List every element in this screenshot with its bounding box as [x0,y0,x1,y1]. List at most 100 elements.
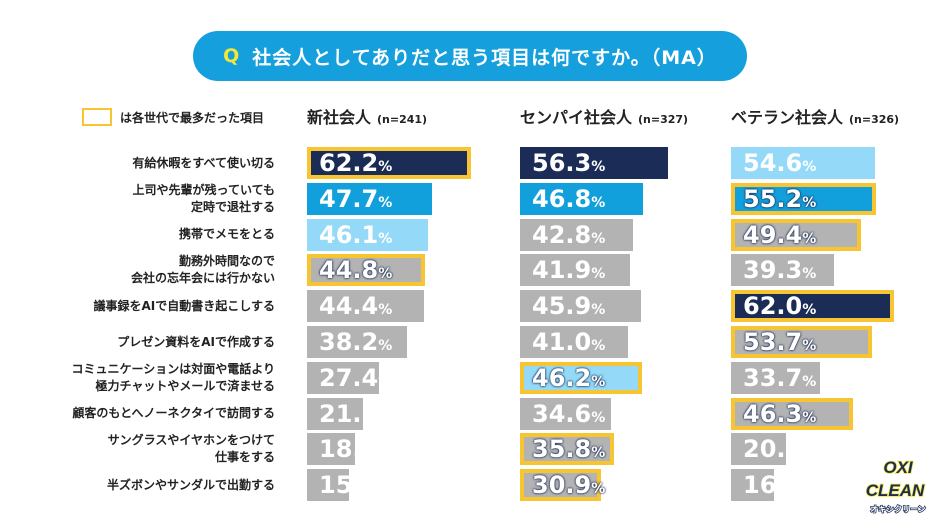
percent-sign: % [802,302,817,319]
percent-sign: % [591,194,606,211]
value-number: 55.2 [743,184,803,213]
value-label: 20.9% [743,433,816,465]
bar-senpai [520,254,631,287]
value-label: 41.9% [532,254,605,286]
value-number: 15.8 [319,471,379,500]
bar-new [307,254,425,287]
value-number: 18.3 [319,435,379,464]
value-label: 46.3% [743,398,816,430]
value-label: 49.4% [743,219,816,251]
percent-sign: % [802,230,817,247]
bar-senpai [520,290,641,323]
percent-sign: % [802,266,817,283]
column-header-new: 新社会人 (n=241) [307,104,427,128]
value-label: 39.3% [743,254,816,286]
value-label: 38.2% [319,326,392,358]
percent-sign: % [378,445,393,462]
value-number: 62.2 [319,149,379,177]
bar-veteran [731,254,835,287]
percent-sign: % [591,338,606,354]
bar-senpai [520,433,615,466]
percent-sign: % [378,266,393,283]
percent-sign: % [802,159,817,175]
bar-veteran [731,326,873,358]
percent-sign: % [591,302,606,319]
legend-highlight-swatch [82,108,112,126]
series-name: 新社会人 [307,108,372,127]
percent-sign: % [802,445,817,462]
value-number: 62.0 [743,292,803,321]
category-label: 上司や先輩が残っていても 定時で退社する [132,182,275,214]
value-label: 27.4% [319,362,392,394]
legend: は各世代で最多だった項目 [82,108,264,126]
value-number: 45.9 [532,292,592,321]
value-label: 46.2% [532,362,605,394]
bar-senpai [520,218,633,251]
value-label: 45.9% [532,290,605,322]
value-number: 46.2 [532,363,592,392]
value-label: 21.2% [319,398,392,430]
value-number: 20.9 [743,435,803,464]
percent-sign: % [802,338,817,354]
percent-sign: % [378,338,393,354]
percent-sign: % [802,481,817,498]
bar-senpai [520,397,611,430]
bar-senpai [520,147,669,179]
value-label: 46.8% [532,183,605,215]
bar-senpai [520,182,644,215]
value-number: 44.8 [319,256,379,285]
percent-sign: % [591,230,606,247]
category-label: 携帯でメモをとる [178,227,275,242]
value-number: 34.6 [532,399,592,428]
bar-senpai [520,361,642,394]
value-label: 44.8% [319,254,392,286]
value-number: 56.3 [532,149,592,177]
question-mark: Q [223,45,241,67]
value-number: 46.3 [743,399,803,428]
value-number: 39.3 [743,256,803,285]
bar-veteran [731,147,875,179]
value-number: 30.9 [532,471,592,500]
value-label: 62.0% [743,290,816,322]
value-label: 18.3% [319,433,392,465]
category-label: 有給休暇をすべて使い切る [132,155,275,170]
value-label: 41.0% [532,326,605,358]
bar-senpai [520,326,628,358]
value-number: 42.8 [532,220,592,249]
bar-veteran [731,182,877,215]
bar-senpai [520,469,602,502]
percent-sign: % [378,302,393,319]
value-number: 49.4 [743,220,803,249]
value-label: 62.2% [319,147,392,179]
value-label: 30.9% [532,469,605,501]
question-banner: Q 社会人としてありだと思う項目は何ですか。（MA） [193,31,747,81]
category-label: プレゼン資料をAIで作成する [117,334,275,349]
bar-new [307,469,349,502]
bar-new [307,218,429,251]
svg-text:オキシクリーン: オキシクリーン [870,504,926,514]
bar-new [307,397,363,430]
oxiclean-logo: OXI CLEAN オキシクリーン [865,457,927,515]
svg-text:CLEAN: CLEAN [866,481,925,500]
percent-sign: % [378,194,393,211]
percent-sign: % [591,266,606,283]
bar-new [307,147,471,179]
bar-veteran [731,469,774,502]
bar-new [307,290,424,323]
column-header-senpai: センパイ社会人 (n=327) [520,104,688,128]
value-number: 38.2 [319,328,379,356]
percent-sign: % [591,159,606,175]
series-name: ベテラン社会人 [731,108,844,127]
value-number: 47.7 [319,184,379,213]
value-label: 33.7% [743,362,816,394]
sample-size: (n=241) [377,113,428,126]
percent-sign: % [378,409,393,426]
value-label: 46.1% [319,219,392,251]
percent-sign: % [378,481,393,498]
value-number: 27.4 [319,363,379,392]
value-number: 46.1 [319,220,379,249]
bar-veteran [731,361,820,394]
value-label: 15.8% [319,469,392,501]
value-label: 53.7% [743,326,816,358]
category-label: 顧客のもとへノーネクタイで訪問する [72,406,275,421]
